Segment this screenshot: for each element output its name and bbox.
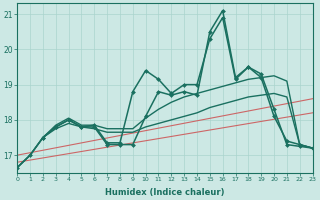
X-axis label: Humidex (Indice chaleur): Humidex (Indice chaleur) (105, 188, 225, 197)
